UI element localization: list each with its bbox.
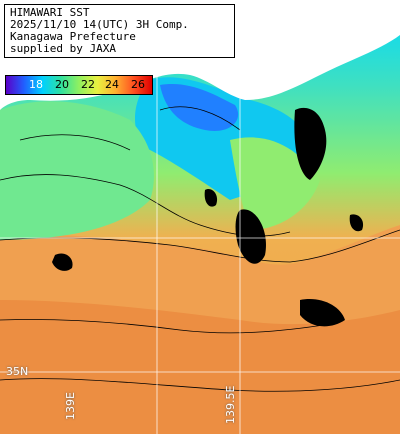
latitude-label: 35N [6,365,29,378]
inner-bay-water [160,84,239,131]
title-line: supplied by JAXA [10,42,116,55]
longitude-label: 139.5E [224,385,237,424]
title-box: HIMAWARI SST 2025/11/10 14(UTC) 3H Comp.… [4,4,235,58]
color-legend: 18 20 22 24 26 [5,75,153,95]
coastal-water [0,101,154,240]
cloud-mask [204,189,218,207]
warmer-water-region [0,300,400,434]
longitude-label: 139E [64,392,77,420]
cloud-mask [294,107,327,180]
cloud-mask [349,214,364,232]
cloud-mask [52,253,73,271]
legend-label: 22 [81,78,95,91]
legend-label: 20 [55,78,69,91]
legend-label: 24 [105,78,119,91]
title-line: HIMAWARI SST [10,6,90,19]
green-water-patch [230,137,320,230]
legend-color-bar [6,76,152,94]
title-line: Kanagawa Prefecture [10,30,136,43]
title-line: 2025/11/10 14(UTC) 3H Comp. [10,18,189,31]
legend-label: 26 [131,78,145,91]
cloud-mask [235,209,266,264]
cloud-mask [300,299,345,327]
legend-label: 18 [29,78,43,91]
